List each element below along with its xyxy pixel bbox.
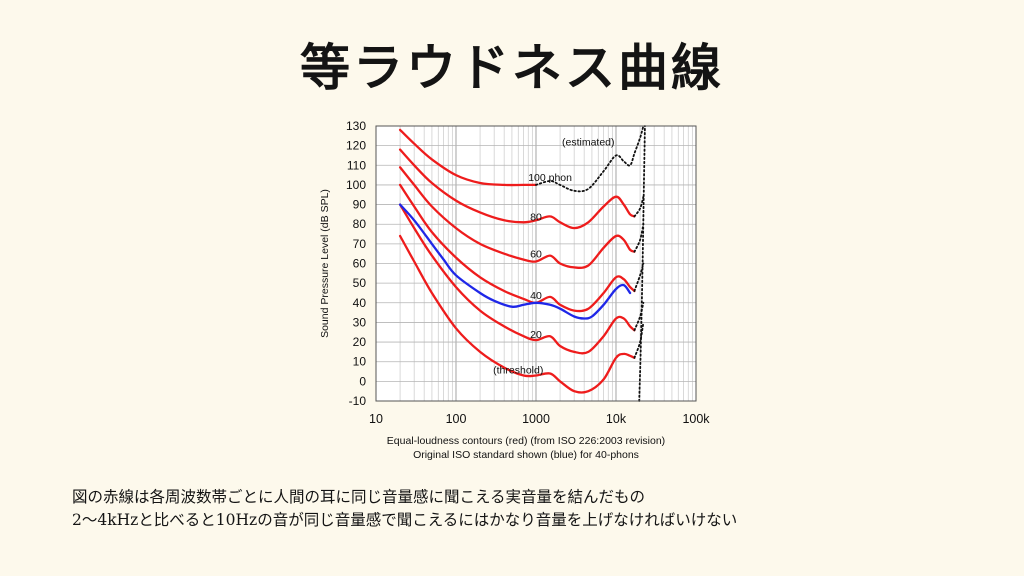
x-tick-label: 10k [606,412,627,426]
y-tick-label: 120 [346,139,366,153]
y-tick-label: 130 [346,119,366,133]
y-axis-label: Sound Pressure Level (dB SPL) [319,189,331,338]
y-tick-label: 20 [353,335,367,349]
series-line-100-phon [398,128,538,187]
curve-annotation: 80 [530,211,542,223]
curve-annotation: (estimated) [562,137,615,149]
caption-line-1: 図の赤線は各周波数帯ごとに人間の耳に同じ音量感に聞こえる実音量を結んだもの [72,488,646,506]
plot-frame [375,125,697,402]
cutoff-estimated-line [638,125,646,402]
curve-annotation: 20 [530,329,542,341]
series-line-original-iso-40-phon [398,203,632,320]
caption-block: 図の赤線は各周波数帯ごとに人間の耳に同じ音量感に聞こえる実音量を結んだもの 2～… [72,486,972,532]
x-axis-caption-line: Equal-loudness contours (red) (from ISO … [387,435,665,447]
y-tick-label: 100 [346,178,366,192]
y-tick-label: 80 [353,217,367,231]
y-tick-label: 90 [353,198,367,212]
series-line-threshold [398,234,636,394]
chart-container: -10 0 10 20 30 40 50 60 70 80 90 100 110 120 130 10 100 1… [300,112,720,466]
series-estimated-100-phon [535,125,645,193]
series-line-20-phon [398,203,636,355]
y-tick-label: 70 [353,237,367,251]
y-tick-label: 60 [353,257,367,271]
page-title: 等ラウドネス曲線 [300,39,724,97]
y-tick-label: 50 [353,276,367,290]
y-tick-label: 30 [353,315,367,329]
curve-annotation: 100 phon [528,172,572,184]
y-tick-label: -10 [349,394,367,408]
x-tick-label: 100 [446,412,467,426]
curve-annotation: 40 [530,290,542,302]
x-axis-caption-line: Original ISO standard shown (blue) for 4… [413,449,639,461]
series-line-80-phon [398,148,636,230]
y-tick-label: 110 [347,158,366,172]
x-tick-label: 100k [682,412,710,426]
caption-line-2: 2～4kHzと比べると10Hzの音が同じ音量感で聞こえるにはかなり音量を上げなけ… [72,511,738,529]
y-tick-label: 0 [359,374,366,388]
y-tick-label: 10 [353,355,367,369]
curve-annotation: 60 [530,249,542,261]
x-tick-label: 1000 [522,412,550,426]
series-line-60-phon [398,166,636,269]
series-estimated-80-phon [633,195,645,218]
series-line-40-phon [398,183,636,313]
curve-annotation: (threshold) [493,365,543,377]
y-tick-label: 40 [353,296,367,310]
series-estimated-20-phon [633,301,645,332]
x-tick-label: 10 [369,412,383,426]
equal-loudness-chart: -10 0 10 20 30 40 50 60 70 80 90 100 110 120 130 10 100 1… [319,119,710,461]
